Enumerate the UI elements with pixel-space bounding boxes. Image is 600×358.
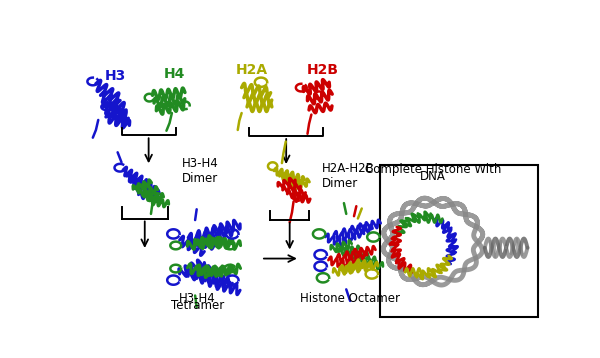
- Text: Histone Octamer: Histone Octamer: [300, 292, 400, 305]
- Text: H2A: H2A: [236, 63, 268, 77]
- Text: H3-H4: H3-H4: [179, 292, 216, 305]
- Text: Complete Histone With: Complete Histone With: [365, 163, 501, 176]
- Text: H3: H3: [104, 69, 126, 83]
- Bar: [380, 165, 538, 317]
- Text: H4: H4: [164, 67, 185, 81]
- Text: Tetramer: Tetramer: [171, 299, 224, 313]
- Text: DNA: DNA: [420, 170, 446, 183]
- Text: H2A-H2B
Dimer: H2A-H2B Dimer: [322, 162, 374, 190]
- Text: H3-H4
Dimer: H3-H4 Dimer: [182, 157, 218, 185]
- Text: H2B: H2B: [307, 63, 339, 77]
